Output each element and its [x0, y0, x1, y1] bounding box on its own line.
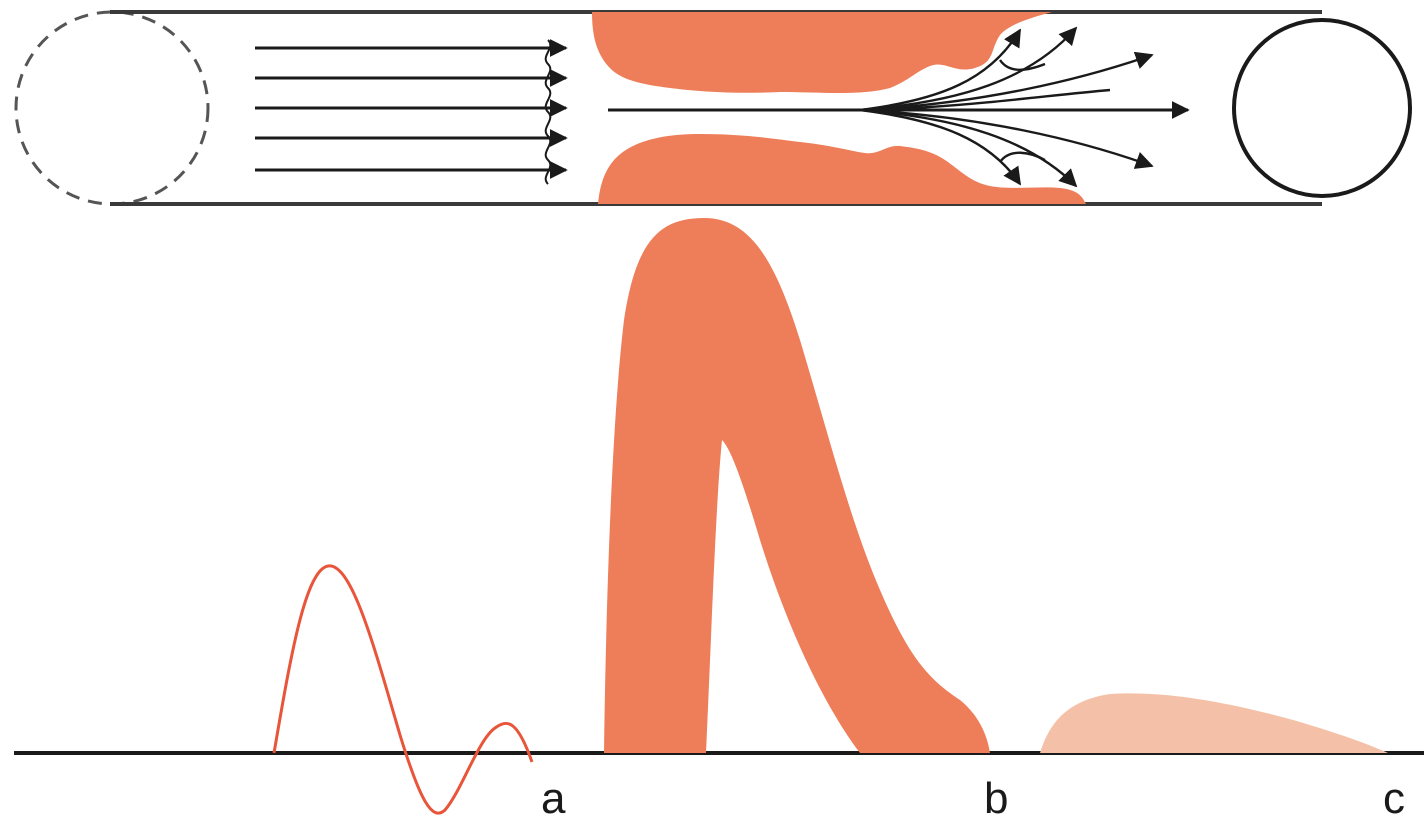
spectral-envelope — [604, 218, 990, 753]
turbulent-arrow — [999, 151, 1046, 163]
vessel-exit-circle — [1232, 18, 1412, 198]
label-c: c — [1383, 774, 1405, 821]
plaque-top — [592, 12, 1052, 93]
turbulent-arrow — [859, 88, 1111, 112]
turbulent-arrows — [859, 26, 1154, 188]
waveform-a — [272, 564, 534, 815]
label-a: a — [541, 774, 566, 821]
label-b: b — [984, 774, 1008, 821]
turbulent-arrow — [859, 28, 1022, 112]
turbulent-arrow — [999, 59, 1046, 72]
turbulent-arrow — [859, 51, 1154, 112]
plaque-bottom — [598, 134, 1086, 204]
spectral-envelope-light — [1040, 693, 1388, 753]
turbulent-arrow — [859, 26, 1078, 112]
vessel-entrance-circle — [14, 10, 210, 206]
turbulent-arrow — [859, 108, 1154, 169]
turbulent-arrow — [859, 108, 1022, 186]
inflow-front — [544, 39, 552, 185]
turbulent-arrow — [859, 108, 1078, 188]
inflow-arrows — [255, 39, 568, 179]
